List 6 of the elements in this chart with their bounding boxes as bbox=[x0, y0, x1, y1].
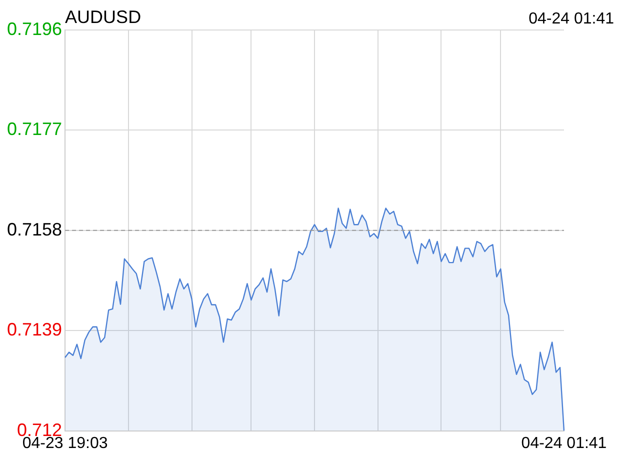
chart-title: AUDUSD bbox=[65, 6, 142, 27]
y-tick-label: 0.7196 bbox=[6, 18, 62, 39]
text: 04-24 01:41 bbox=[528, 10, 614, 28]
y-tick-label: 0.7139 bbox=[6, 320, 62, 340]
y-tick-label: 0.7158 bbox=[6, 219, 62, 240]
y-tick-label: 0.7177 bbox=[6, 119, 62, 140]
